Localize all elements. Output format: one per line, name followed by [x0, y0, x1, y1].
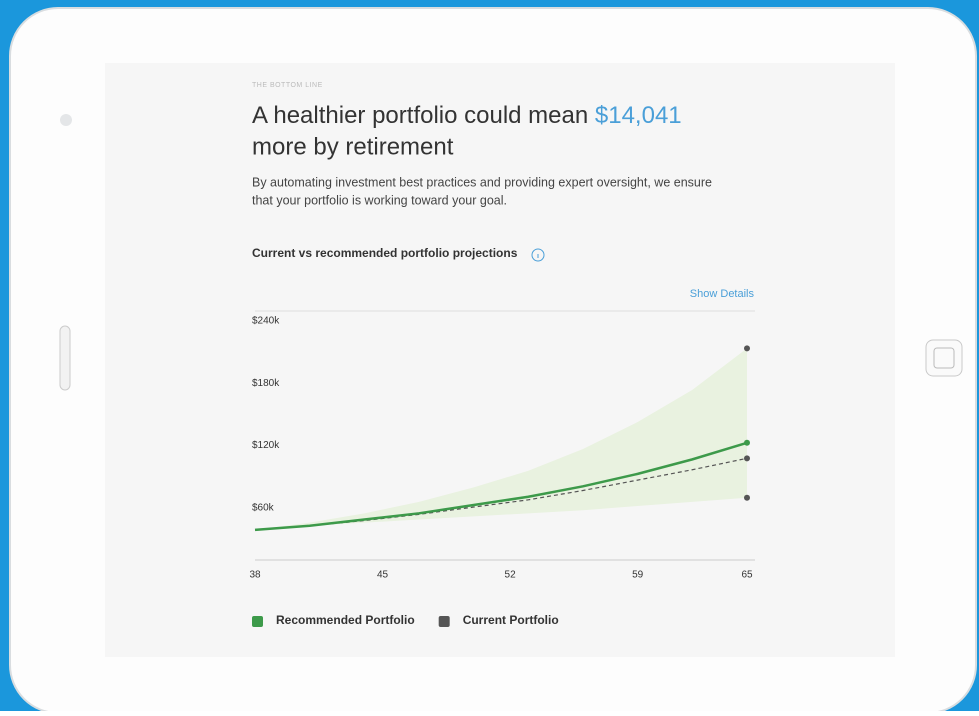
body-text: that your portfolio is working toward yo… — [252, 193, 507, 207]
amount: $14,041 — [595, 102, 682, 129]
eyebrow: THE BOTTOM LINE — [252, 82, 323, 89]
legend-swatch — [439, 616, 450, 627]
home-button[interactable] — [926, 340, 962, 376]
x-tick-label: 38 — [249, 570, 261, 581]
end-dot — [744, 455, 750, 461]
content-panel — [105, 63, 895, 657]
x-tick-label: 52 — [505, 570, 517, 581]
y-tick-label: $60k — [252, 502, 275, 513]
legend: Recommended Portfolio Current Portfolio — [252, 613, 559, 627]
side-button — [60, 326, 70, 390]
end-dot — [744, 345, 750, 351]
title: A healthier portfolio could mean $14,041 — [252, 102, 682, 129]
legend-label: Recommended Portfolio — [276, 613, 415, 627]
title-line2: more by retirement — [252, 133, 454, 160]
show-details[interactable]: Show Details — [690, 288, 755, 300]
y-tick-label: $120k — [252, 440, 280, 451]
legend-swatch — [252, 616, 263, 627]
camera — [60, 114, 72, 126]
y-tick-label: $240k — [252, 316, 280, 327]
x-tick-label: 45 — [377, 570, 389, 581]
page: THE BOTTOM LINE A healthier portfolio co… — [0, 0, 979, 711]
title-prefix: A healthier portfolio could mean — [252, 102, 588, 129]
chart-title: Current vs recommended portfolio project… — [252, 246, 518, 260]
screen: THE BOTTOM LINE A healthier portfolio co… — [0, 0, 979, 711]
x-tick-label: 59 — [632, 570, 644, 581]
end-dot — [744, 440, 750, 446]
end-dot — [744, 495, 750, 501]
x-tick-label: 65 — [741, 570, 753, 581]
y-tick-label: $180k — [252, 378, 280, 389]
legend-label: Current Portfolio — [463, 613, 559, 627]
body-text: By automating investment best practices … — [252, 175, 712, 189]
